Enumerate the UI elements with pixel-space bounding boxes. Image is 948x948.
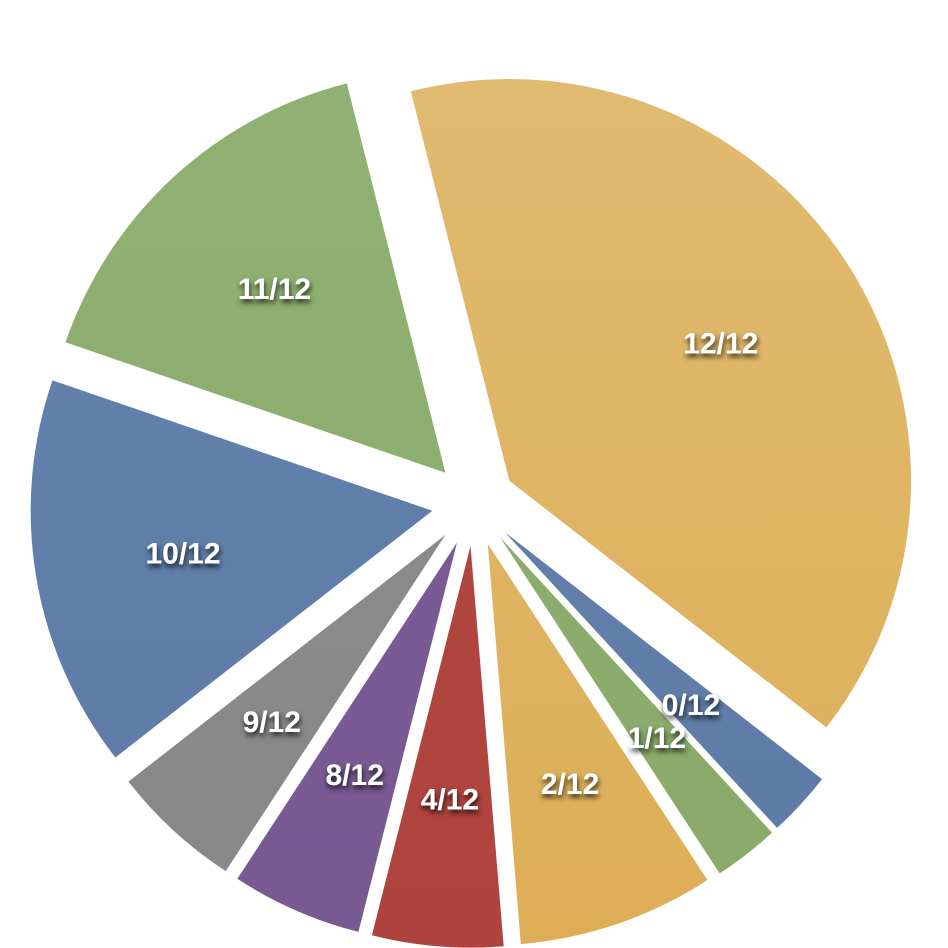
svg-text:1/12: 1/12 [628, 722, 686, 755]
svg-text:9/12: 9/12 [243, 706, 301, 739]
svg-text:12/12: 12/12 [683, 327, 758, 360]
svg-text:4/12: 4/12 [421, 784, 479, 817]
svg-text:10/12: 10/12 [145, 537, 220, 570]
svg-text:11/12: 11/12 [238, 273, 311, 306]
svg-text:0/12: 0/12 [662, 689, 720, 722]
svg-text:8/12: 8/12 [326, 759, 384, 792]
svg-text:2/12: 2/12 [541, 768, 599, 801]
